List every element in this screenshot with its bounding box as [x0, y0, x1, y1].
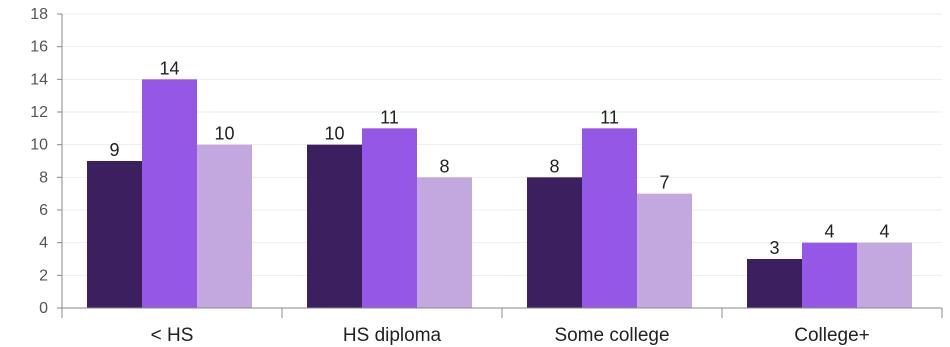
bar-0-0 [87, 161, 142, 308]
bar-2-1 [582, 128, 637, 308]
y-tick-label-18: 18 [30, 6, 48, 23]
data-label-1-0: 10 [324, 124, 344, 144]
category-labels: < HS HS diploma Some college College+ [151, 325, 870, 346]
y-tick-label-0: 0 [39, 300, 48, 317]
data-labels: 9 14 10 10 11 8 8 11 7 3 4 4 [109, 58, 889, 258]
data-label-3-1: 4 [824, 222, 834, 242]
bar-2-0 [527, 177, 582, 308]
x-axis [61, 14, 943, 318]
data-label-1-2: 8 [439, 156, 449, 176]
category-label-3: College+ [794, 325, 870, 346]
data-label-0-0: 9 [109, 140, 119, 160]
category-label-1: HS diploma [343, 325, 442, 346]
y-tick-label-14: 14 [30, 71, 48, 88]
y-tick-label-12: 12 [30, 104, 48, 121]
bar-1-0 [307, 144, 362, 308]
y-tick-label-16: 16 [30, 39, 48, 56]
y-tick-label-8: 8 [39, 169, 48, 186]
data-label-0-1: 14 [159, 58, 179, 78]
y-tick-label-10: 10 [30, 137, 48, 154]
y-tick-label-2: 2 [39, 267, 48, 284]
data-label-2-0: 8 [549, 156, 559, 176]
bar-1-1 [362, 128, 417, 308]
data-label-3-0: 3 [769, 238, 779, 258]
bar-3-0 [747, 259, 802, 308]
data-label-2-2: 7 [659, 173, 669, 193]
y-tick-label-6: 6 [39, 202, 48, 219]
data-label-2-1: 11 [600, 107, 619, 127]
bar-3-2 [857, 242, 912, 308]
category-label-2: Some college [554, 325, 669, 346]
data-label-3-2: 4 [879, 222, 889, 242]
bars [87, 79, 912, 308]
y-tick-label-4: 4 [39, 235, 48, 252]
y-axis: 0 2 4 6 8 10 12 14 16 18 [30, 6, 62, 317]
data-label-0-2: 10 [214, 124, 234, 144]
category-label-0: < HS [151, 325, 194, 346]
bar-3-1 [802, 242, 857, 308]
bar-0-2 [197, 144, 252, 308]
data-label-1-1: 11 [380, 107, 399, 127]
bar-2-2 [637, 193, 692, 308]
bar-1-2 [417, 177, 472, 308]
bar-0-1 [142, 79, 197, 308]
